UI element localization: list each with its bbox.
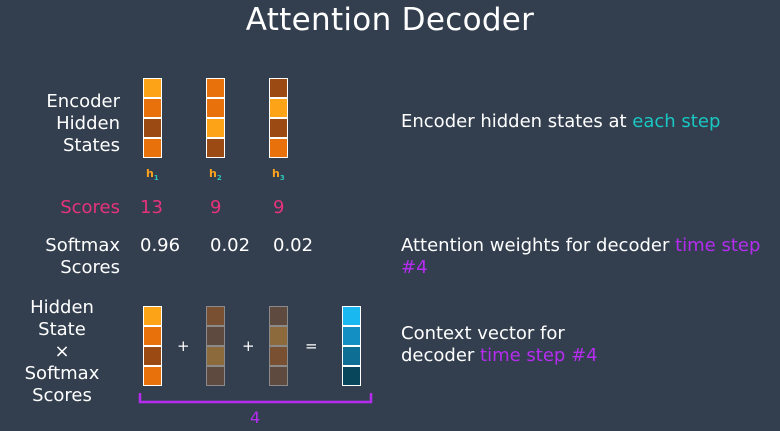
vector-cell <box>269 98 288 118</box>
encoder-label-line-2: Hidden <box>56 113 120 134</box>
hidden-state-vector-1 <box>143 78 162 158</box>
encoder-description: Encoder hidden states at each step <box>401 111 720 133</box>
hidden-state-label-h2: h2 <box>209 167 222 183</box>
vector-cell <box>206 366 225 386</box>
softmax-scores-label: Softmax Scores <box>45 235 120 279</box>
hidden-state-label-h1: h1 <box>146 167 159 183</box>
product-label-line-3: Softmax <box>24 363 100 384</box>
vector-cell <box>143 98 162 118</box>
hidden-state-times-softmax-label: Hidden State × Softmax Scores <box>4 297 120 407</box>
encoder-label-line-3: States <box>62 135 120 156</box>
context-description: Context vector for decoder time step #4 <box>401 323 598 367</box>
context-description-highlight: time step #4 <box>480 345 598 366</box>
context-vector <box>342 306 361 386</box>
vector-cell <box>269 138 288 158</box>
vector-cell <box>269 118 288 138</box>
vector-cell <box>143 366 162 386</box>
vector-cell <box>143 118 162 138</box>
attention-description-text: Attention weights for decoder <box>401 235 676 256</box>
vector-cell <box>206 326 225 346</box>
vector-cell <box>206 306 225 326</box>
vector-cell <box>143 78 162 98</box>
weighted-vector-3 <box>269 306 288 386</box>
hidden-state-vector-2 <box>206 78 225 158</box>
weighted-vector-2 <box>206 306 225 386</box>
vector-cell <box>269 346 288 366</box>
softmax-score-1: 0.96 <box>140 235 181 256</box>
softmax-label-line-1: Softmax <box>45 235 120 256</box>
attention-description: Attention weights for decoder time step … <box>401 235 780 279</box>
sum-bracket <box>138 393 373 404</box>
scores-label: Scores <box>60 197 120 218</box>
softmax-label-line-2: Scores <box>60 257 120 278</box>
encoder-description-highlight: each step <box>632 111 721 132</box>
score-2: 9 <box>210 197 222 218</box>
vector-cell <box>143 306 162 326</box>
encoder-label-line-1: Encoder <box>46 91 120 112</box>
vector-cell <box>342 346 361 366</box>
context-description-line-1: Context vector for <box>401 323 565 344</box>
weighted-vector-1 <box>143 306 162 386</box>
product-label-line-4: Scores <box>32 385 92 406</box>
vector-cell <box>269 78 288 98</box>
vector-cell <box>342 326 361 346</box>
vector-cell <box>342 366 361 386</box>
vector-cell <box>342 306 361 326</box>
plus-operator-1: + <box>177 337 190 355</box>
score-1: 13 <box>140 197 163 218</box>
vector-cell <box>206 138 225 158</box>
vector-cell <box>143 326 162 346</box>
vector-cell <box>206 346 225 366</box>
product-label-line-1: Hidden State <box>30 297 94 340</box>
vector-cell <box>143 138 162 158</box>
vector-cell <box>269 366 288 386</box>
hidden-state-vector-3 <box>269 78 288 158</box>
page-title: Attention Decoder <box>245 2 535 38</box>
hidden-state-label-h3: h3 <box>272 167 285 183</box>
context-description-text: decoder <box>401 345 481 366</box>
vector-cell <box>269 326 288 346</box>
plus-operator-2: + <box>242 337 255 355</box>
equals-operator: = <box>305 337 318 355</box>
vector-cell <box>269 306 288 326</box>
context-description-line-2: decoder time step #4 <box>401 345 598 367</box>
bracket-label: 4 <box>250 408 261 427</box>
encoder-hidden-states-label: Encoder Hidden States <box>46 91 120 157</box>
attention-description-highlight: time step #4 <box>401 235 761 278</box>
product-label-line-2: × <box>54 341 70 362</box>
encoder-description-text: Encoder hidden states at <box>401 111 633 132</box>
score-3: 9 <box>273 197 285 218</box>
vector-cell <box>206 98 225 118</box>
vector-cell <box>206 118 225 138</box>
softmax-score-3: 0.02 <box>273 235 314 256</box>
vector-cell <box>206 78 225 98</box>
softmax-score-2: 0.02 <box>210 235 251 256</box>
vector-cell <box>143 346 162 366</box>
